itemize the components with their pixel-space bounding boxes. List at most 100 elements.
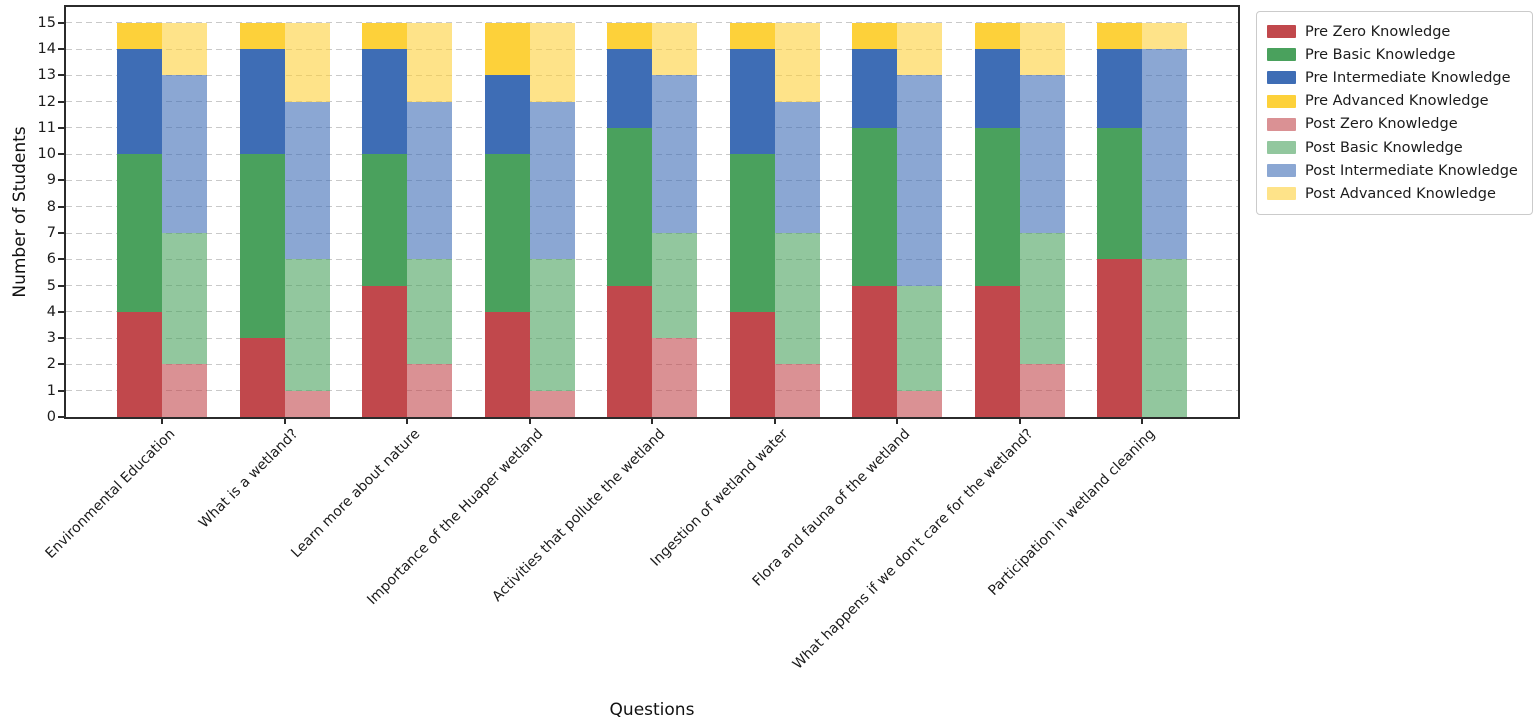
legend-item-pre-zero-knowledge: Pre Zero Knowledge xyxy=(1267,20,1522,43)
x-tick-label-environmental-education: Environmental Education xyxy=(42,426,179,562)
x-tick-mark-environmental-education xyxy=(161,417,163,424)
legend-item-post-basic-knowledge: Post Basic Knowledge xyxy=(1267,136,1522,159)
bar-segment-post-basic-knowledge-importance-of-the-huaper-wetland xyxy=(529,259,575,391)
y-tick-label-1: 1 xyxy=(46,382,56,399)
legend-swatch-pre-advanced-knowledge xyxy=(1267,94,1296,108)
bar-segment-post-intermediate-knowledge-learn-more-about-nature xyxy=(407,101,452,260)
bar-segment-post-advanced-knowledge-activities-that-pollute-the-wetland xyxy=(652,22,697,76)
bar-segment-pre-basic-knowledge-environmental-education xyxy=(117,154,162,312)
x-tick-label-ingestion-of-wetland-water: Ingestion of wetland water xyxy=(647,426,791,570)
bar-segment-pre-basic-knowledge-learn-more-about-nature xyxy=(362,154,407,286)
bar-segment-pre-basic-knowledge-flora-and-fauna-of-the-wetland xyxy=(852,127,897,286)
bar-segment-pre-basic-knowledge-importance-of-the-huaper-wetland xyxy=(484,154,530,312)
x-tick-mark-ingestion-of-wetland-water xyxy=(773,417,776,424)
bar-segment-pre-intermediate-knowledge-participation-in-wetland-cleaning xyxy=(1097,49,1142,128)
y-tick-label-12: 12 xyxy=(37,93,56,110)
bar-segment-post-basic-knowledge-what-happens-if-we-don-t-care-for-the-wetland xyxy=(1019,233,1065,365)
legend-swatch-pre-zero-knowledge xyxy=(1267,25,1296,39)
x-tick-mark-participation-in-wetland-cleaning xyxy=(1141,417,1143,424)
bar-segment-post-advanced-knowledge-participation-in-wetland-cleaning xyxy=(1142,22,1187,50)
legend-swatch-post-zero-knowledge xyxy=(1267,117,1296,131)
y-tick-label-15: 15 xyxy=(37,14,56,31)
x-tick-label-what-is-a-wetland: What is a wetland? xyxy=(195,426,301,532)
legend-item-pre-intermediate-knowledge: Pre Intermediate Knowledge xyxy=(1267,66,1522,89)
bar-segment-pre-intermediate-knowledge-what-is-a-wetland xyxy=(239,49,285,155)
bar-segment-post-basic-knowledge-what-is-a-wetland xyxy=(284,259,330,391)
bar-segment-pre-zero-knowledge-importance-of-the-huaper-wetland xyxy=(484,311,530,417)
bar-segment-pre-advanced-knowledge-flora-and-fauna-of-the-wetland xyxy=(852,22,897,50)
bar-segment-pre-basic-knowledge-ingestion-of-wetland-water xyxy=(729,154,775,312)
y-tick-label-2: 2 xyxy=(46,356,56,373)
bar-segment-pre-zero-knowledge-environmental-education xyxy=(117,311,162,417)
bar-segment-pre-intermediate-knowledge-ingestion-of-wetland-water xyxy=(729,49,775,155)
bar-segment-post-zero-knowledge-ingestion-of-wetland-water xyxy=(774,364,820,417)
legend-swatch-pre-basic-knowledge xyxy=(1267,48,1296,62)
legend-label-pre-intermediate-knowledge: Pre Intermediate Knowledge xyxy=(1305,69,1511,86)
bar-segment-post-intermediate-knowledge-participation-in-wetland-cleaning xyxy=(1142,49,1187,260)
bar-segment-post-basic-knowledge-environmental-education xyxy=(162,233,207,365)
x-tick-label-what-happens-if-we-don-t-care-for-the-wetland: What happens if we don't care for the we… xyxy=(789,426,1036,673)
bar-segment-pre-basic-knowledge-activities-that-pollute-the-wetland xyxy=(607,127,652,286)
bar-segment-pre-basic-knowledge-what-happens-if-we-don-t-care-for-the-wetland xyxy=(974,127,1020,286)
bar-segment-post-advanced-knowledge-importance-of-the-huaper-wetland xyxy=(529,22,575,102)
y-tick-label-14: 14 xyxy=(37,41,56,58)
legend-label-post-basic-knowledge: Post Basic Knowledge xyxy=(1305,139,1463,156)
legend-label-post-intermediate-knowledge: Post Intermediate Knowledge xyxy=(1305,162,1518,179)
x-tick-label-learn-more-about-nature: Learn more about nature xyxy=(288,426,424,562)
y-tick-label-5: 5 xyxy=(46,277,56,294)
bar-segment-pre-basic-knowledge-participation-in-wetland-cleaning xyxy=(1097,127,1142,260)
bar-segment-post-advanced-knowledge-what-happens-if-we-don-t-care-for-the-wetland xyxy=(1019,22,1065,76)
bar-segment-post-intermediate-knowledge-what-happens-if-we-don-t-care-for-the-wetland xyxy=(1019,75,1065,234)
y-tick-mark-3 xyxy=(58,337,65,340)
legend-swatch-pre-intermediate-knowledge xyxy=(1267,71,1296,85)
y-tick-label-0: 0 xyxy=(46,409,56,425)
bar-segment-pre-zero-knowledge-what-is-a-wetland xyxy=(239,338,285,417)
x-tick-mark-learn-more-about-nature xyxy=(406,417,408,424)
legend-label-pre-advanced-knowledge: Pre Advanced Knowledge xyxy=(1305,93,1489,110)
bar-segment-post-advanced-knowledge-what-is-a-wetland xyxy=(284,22,330,102)
x-axis-label: Questions xyxy=(609,700,695,720)
y-tick-mark-5 xyxy=(58,284,65,287)
y-tick-mark-4 xyxy=(58,310,65,313)
bar-segment-post-basic-knowledge-learn-more-about-nature xyxy=(407,259,452,365)
bar-segment-post-intermediate-knowledge-flora-and-fauna-of-the-wetland xyxy=(897,75,942,286)
x-tick-mark-what-is-a-wetland xyxy=(283,417,286,424)
y-tick-label-10: 10 xyxy=(37,146,56,163)
legend-label-post-zero-knowledge: Post Zero Knowledge xyxy=(1305,116,1458,133)
legend-label-pre-zero-knowledge: Pre Zero Knowledge xyxy=(1305,23,1451,40)
bar-segment-pre-intermediate-knowledge-activities-that-pollute-the-wetland xyxy=(607,49,652,128)
legend-item-pre-advanced-knowledge: Pre Advanced Knowledge xyxy=(1267,90,1522,113)
bar-segment-pre-advanced-knowledge-participation-in-wetland-cleaning xyxy=(1097,22,1142,50)
y-tick-mark-1 xyxy=(58,389,65,392)
bar-segment-post-intermediate-knowledge-importance-of-the-huaper-wetland xyxy=(529,101,575,260)
y-tick-mark-13 xyxy=(58,74,65,77)
y-tick-mark-8 xyxy=(58,205,65,208)
x-tick-mark-what-happens-if-we-don-t-care-for-the-wetland xyxy=(1018,417,1021,424)
legend-item-post-advanced-knowledge: Post Advanced Knowledge xyxy=(1267,182,1522,205)
bar-segment-pre-advanced-knowledge-importance-of-the-huaper-wetland xyxy=(484,22,530,76)
bar-segment-post-zero-knowledge-learn-more-about-nature xyxy=(407,364,452,417)
y-axis-label: Number of Students xyxy=(10,126,30,298)
bar-segment-post-advanced-knowledge-environmental-education xyxy=(162,22,207,76)
legend-item-post-zero-knowledge: Post Zero Knowledge xyxy=(1267,113,1522,136)
bar-segment-pre-zero-knowledge-ingestion-of-wetland-water xyxy=(729,311,775,417)
bar-segment-post-advanced-knowledge-flora-and-fauna-of-the-wetland xyxy=(897,22,942,76)
y-tick-mark-6 xyxy=(58,258,65,261)
y-tick-mark-9 xyxy=(58,179,65,182)
legend-item-post-intermediate-knowledge: Post Intermediate Knowledge xyxy=(1267,159,1522,182)
bar-segment-post-intermediate-knowledge-environmental-education xyxy=(162,75,207,234)
bar-segment-post-intermediate-knowledge-activities-that-pollute-the-wetland xyxy=(652,75,697,234)
bar-segment-pre-intermediate-knowledge-importance-of-the-huaper-wetland xyxy=(484,75,530,155)
bar-segment-pre-advanced-knowledge-what-is-a-wetland xyxy=(239,22,285,50)
bar-segment-post-zero-knowledge-environmental-education xyxy=(162,364,207,417)
x-tick-mark-activities-that-pollute-the-wetland xyxy=(651,417,653,424)
y-tick-mark-10 xyxy=(58,153,65,156)
bar-segment-pre-zero-knowledge-learn-more-about-nature xyxy=(362,285,407,417)
bar-segment-post-zero-knowledge-flora-and-fauna-of-the-wetland xyxy=(897,390,942,417)
legend-label-post-advanced-knowledge: Post Advanced Knowledge xyxy=(1305,185,1496,202)
y-tick-label-13: 13 xyxy=(37,67,56,84)
bar-segment-pre-zero-knowledge-activities-that-pollute-the-wetland xyxy=(607,285,652,417)
y-tick-label-11: 11 xyxy=(37,119,56,136)
legend-swatch-post-basic-knowledge xyxy=(1267,141,1296,155)
